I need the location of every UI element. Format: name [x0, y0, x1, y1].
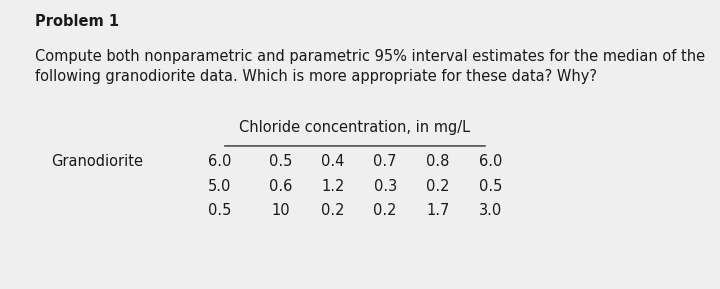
Text: 0.8: 0.8 — [426, 154, 449, 169]
Text: 5.0: 5.0 — [208, 179, 231, 194]
Text: 0.7: 0.7 — [374, 154, 397, 169]
Text: 0.5: 0.5 — [208, 203, 231, 218]
Text: 0.2: 0.2 — [321, 203, 344, 218]
Text: Chloride concentration, in mg/L: Chloride concentration, in mg/L — [239, 120, 471, 135]
Text: Granodiorite: Granodiorite — [51, 154, 143, 169]
Text: 6.0: 6.0 — [208, 154, 231, 169]
Text: Compute both nonparametric and parametric 95% interval estimates for the median : Compute both nonparametric and parametri… — [35, 49, 705, 84]
Text: 1.7: 1.7 — [426, 203, 449, 218]
Text: 1.2: 1.2 — [321, 179, 344, 194]
Text: 10: 10 — [271, 203, 290, 218]
Text: 0.5: 0.5 — [269, 154, 292, 169]
Text: 6.0: 6.0 — [480, 154, 503, 169]
Text: 0.2: 0.2 — [426, 179, 449, 194]
Text: 0.2: 0.2 — [374, 203, 397, 218]
Text: 3.0: 3.0 — [480, 203, 503, 218]
Text: 0.3: 0.3 — [374, 179, 397, 194]
Text: Problem 1: Problem 1 — [35, 14, 119, 29]
Text: 0.5: 0.5 — [480, 179, 503, 194]
Text: 0.4: 0.4 — [321, 154, 344, 169]
Text: 0.6: 0.6 — [269, 179, 292, 194]
